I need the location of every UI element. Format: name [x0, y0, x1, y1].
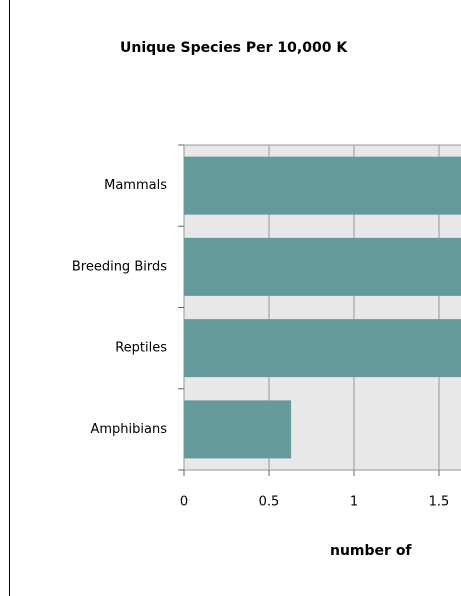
bar — [184, 400, 292, 459]
x-axis-label: number of — [330, 543, 412, 559]
y-tick-label: Reptiles — [115, 341, 167, 356]
x-tick-label: 0 — [180, 495, 188, 510]
bar — [184, 237, 461, 296]
bar — [184, 156, 461, 215]
x-tick-label: 1 — [350, 495, 358, 510]
bar — [184, 319, 461, 378]
y-tick-label: Mammals — [104, 178, 167, 193]
x-tick-label: 1.5 — [429, 495, 450, 510]
x-tick-label: 0.5 — [259, 495, 280, 510]
chart-title: Unique Species Per 10,000 K — [120, 40, 348, 56]
y-tick-label: Breeding Birds — [72, 259, 167, 274]
y-tick-label: Amphibians — [90, 422, 167, 437]
